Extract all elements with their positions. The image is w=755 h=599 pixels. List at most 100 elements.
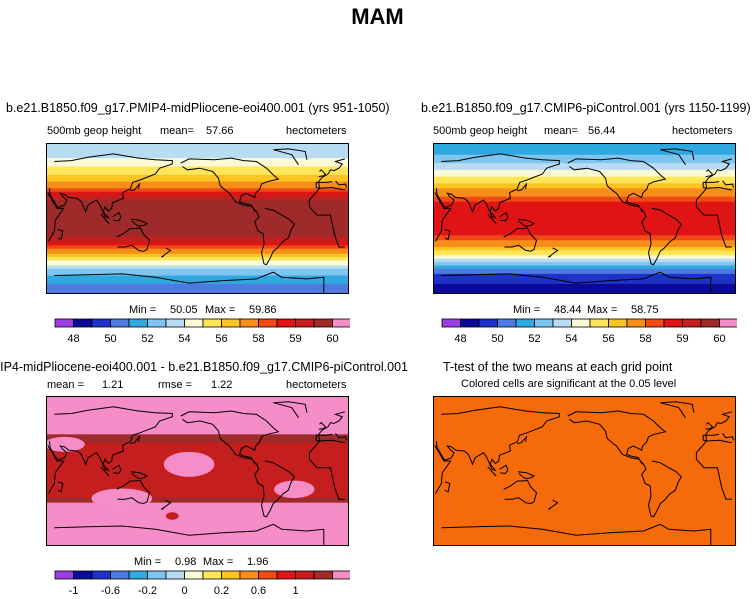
map-band: [46, 198, 349, 201]
map-band: [46, 497, 349, 500]
map-band: [433, 178, 736, 181]
map-band: [46, 487, 349, 490]
map3-coastline: [722, 433, 734, 441]
map-band: [46, 188, 349, 191]
colorbar-swatch: [73, 318, 93, 328]
colorbar-swatch: [147, 570, 167, 580]
map3-coastline: [444, 481, 451, 493]
panel2-min-value: 48.44: [554, 304, 582, 316]
colorbar-swatch: [147, 318, 167, 328]
map-band: [46, 247, 349, 250]
colorbar-swatch: [313, 570, 333, 580]
colorbar-swatch: [663, 318, 683, 328]
map-band: [433, 282, 736, 285]
map-band: [46, 146, 349, 149]
map-band: [46, 424, 349, 427]
panel3-title: b.e21.B1850.f09_g17.PMIP4-midPliocene-eo…: [0, 360, 408, 374]
map-band: [46, 149, 349, 152]
colorbar-swatch: [295, 570, 315, 580]
map-band: [46, 492, 349, 495]
map-band: [433, 272, 736, 275]
map-band: [433, 268, 736, 272]
colorbar-swatch: [239, 570, 259, 580]
panel1-map: [46, 143, 349, 294]
map-band: [46, 414, 349, 417]
panel1-colorbar: 48 50 52 54 56 58 59 60: [54, 318, 350, 345]
map-band: [46, 163, 349, 166]
map-band: [433, 255, 736, 258]
significance-fill: [433, 396, 736, 546]
map2-coastline: [130, 435, 141, 444]
map3-coastline: [548, 499, 559, 510]
map-band: [46, 416, 349, 419]
map-band: [433, 169, 736, 173]
diff-patch: [91, 488, 153, 509]
map-band: [433, 201, 736, 204]
map2-coastline: [318, 422, 327, 430]
colorbar-swatch: [54, 318, 74, 328]
colorbar-swatch: [682, 318, 702, 328]
map-band: [433, 236, 736, 240]
map0-coastline: [130, 218, 149, 227]
map3-coastline: [567, 410, 667, 465]
map-band: [433, 164, 736, 168]
map-band: [433, 245, 736, 248]
map-band: [433, 273, 736, 277]
map-band: [433, 176, 736, 179]
map-band: [433, 285, 736, 288]
map-band: [46, 166, 349, 169]
map-band: [433, 248, 736, 251]
colorbar-swatch: [313, 318, 333, 328]
map0-coastline: [47, 192, 65, 242]
colorbar-swatch: [128, 570, 148, 580]
colorbar-tick-label: 56: [215, 333, 227, 345]
map2-coastline: [48, 406, 173, 472]
map-frame: [46, 396, 349, 546]
map-band: [433, 247, 736, 250]
map-band: [46, 280, 349, 283]
colorbar-swatch: [165, 318, 185, 328]
colorbar-swatch: [91, 570, 111, 580]
map-band: [433, 263, 736, 267]
map-band: [46, 273, 349, 277]
map-band: [46, 153, 349, 156]
map-band: [46, 255, 349, 258]
map-band: [433, 226, 736, 230]
map-band: [433, 186, 736, 189]
map-band: [46, 218, 349, 221]
panel3-mean-value: 1.21: [102, 379, 124, 391]
map-band: [433, 218, 736, 221]
map-band: [46, 476, 349, 479]
map3-coastline: [517, 435, 528, 444]
map0-coastline: [130, 182, 141, 192]
map-band: [433, 223, 736, 226]
colorbar-swatch: [165, 570, 185, 580]
map-band: [46, 417, 349, 420]
map-band: [46, 507, 349, 510]
map-band: [46, 268, 349, 272]
map-band: [46, 240, 349, 243]
panel3-rmse-label: rmse =: [158, 379, 192, 391]
colorbar-swatch: [276, 570, 296, 580]
map0-coastline: [308, 158, 345, 248]
map3-coastline: [441, 523, 712, 546]
map-band: [46, 532, 349, 535]
map-band: [433, 211, 736, 215]
map1-coastline: [702, 181, 732, 191]
diff-patch: [46, 436, 85, 452]
map-band: [46, 283, 349, 287]
panel3-min-value: 0.98: [175, 556, 197, 568]
map-band: [46, 252, 349, 255]
colorbar-tick-label: 54: [178, 333, 190, 345]
map3-coastline: [499, 464, 509, 475]
map-band: [46, 184, 349, 188]
map-band: [46, 260, 349, 263]
map-band: [433, 275, 736, 278]
panel2-min-label: Min =: [513, 304, 541, 316]
map-band: [46, 536, 349, 539]
map2-coastline: [180, 410, 280, 465]
colorbar-swatch: [258, 570, 278, 580]
panel2-map: [433, 143, 736, 294]
map2-coastline: [54, 523, 325, 546]
map1-coastline: [517, 218, 536, 227]
